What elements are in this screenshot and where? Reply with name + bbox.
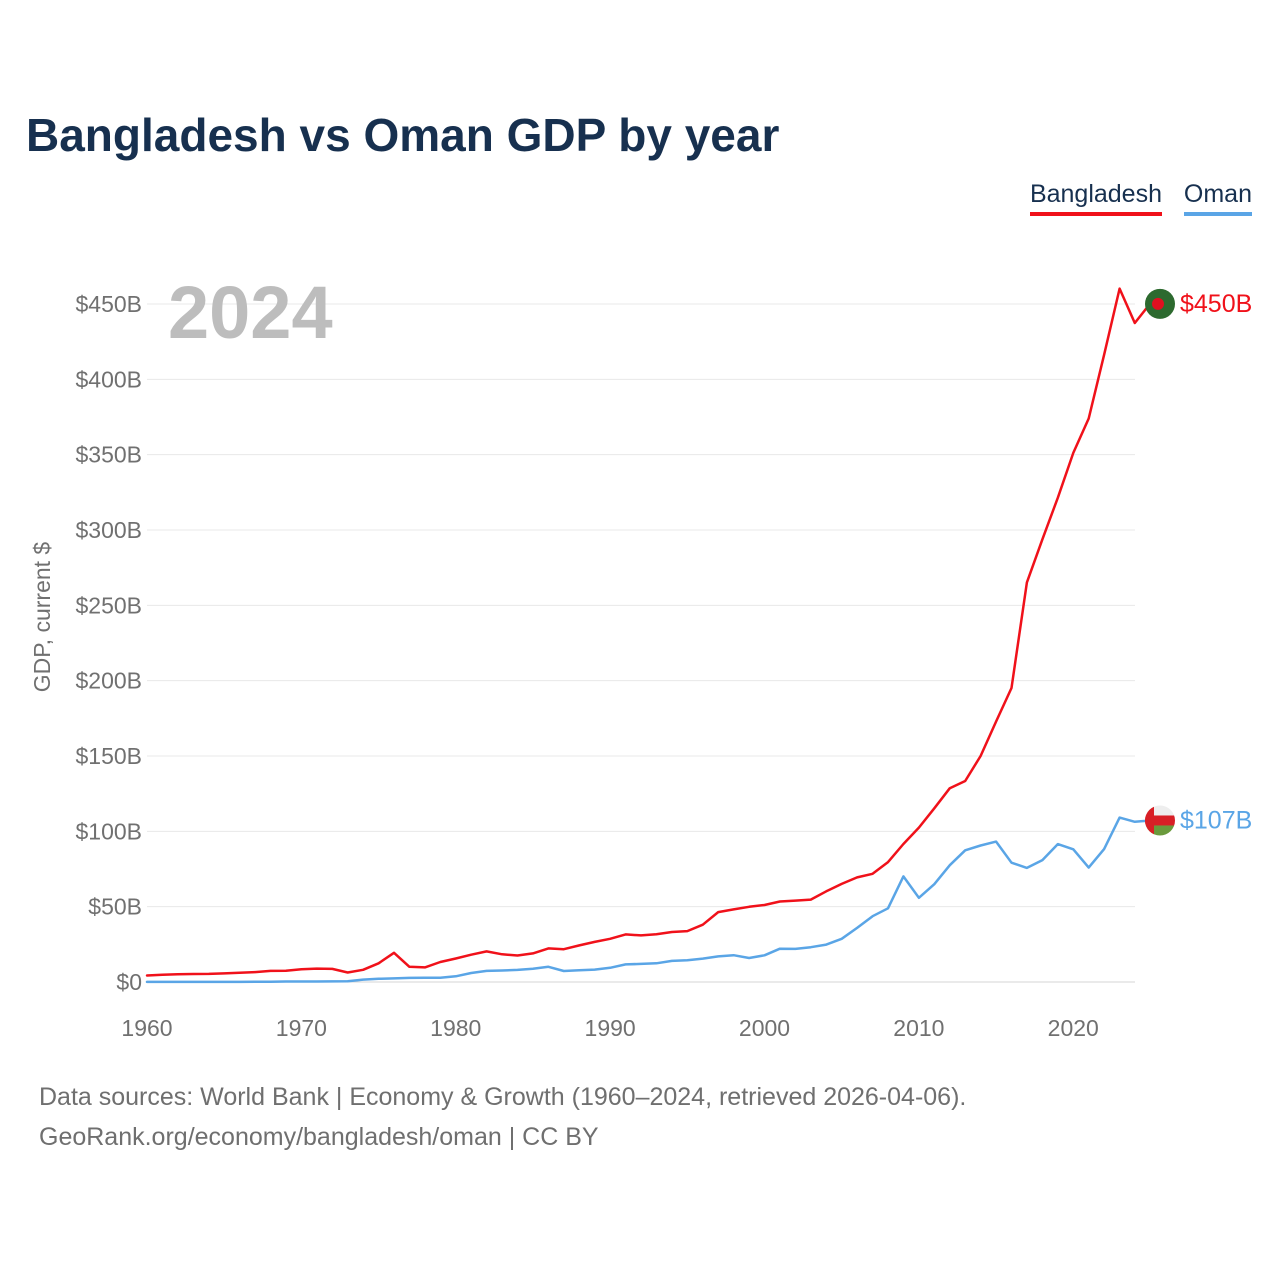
y-tick-label: $200B <box>75 668 142 694</box>
y-tick-label: $100B <box>75 818 142 844</box>
y-tick-label: $300B <box>75 517 142 543</box>
footer-sources: Data sources: World Bank | Economy & Gro… <box>39 1083 967 1111</box>
legend-item-bangladesh[interactable]: Bangladesh <box>1029 180 1162 216</box>
oman-flag-icon <box>1145 805 1175 836</box>
x-tick-label: 2010 <box>893 1015 944 1041</box>
y-tick-label: $0 <box>116 969 142 995</box>
chart-title: Bangladesh vs Oman GDP by year <box>26 109 780 161</box>
legend-item-oman[interactable]: Oman <box>1183 180 1252 216</box>
series-line-bangladesh <box>145 287 1152 977</box>
gridlines <box>147 303 1135 983</box>
flag-band-red <box>1145 815 1175 826</box>
series-line-oman <box>145 816 1152 984</box>
end-value-label-oman: $107B <box>1180 806 1252 834</box>
y-tick-label: $350B <box>75 442 142 468</box>
footer-link[interactable]: GeoRank.org/economy/bangladesh/oman | CC… <box>39 1123 599 1151</box>
year-watermark: 2024 <box>168 271 333 354</box>
axis-ticks: $0 $50B $100B $150B $200B $250B $300B $350B $400… <box>75 291 1098 1041</box>
flag-band-white <box>1145 805 1175 816</box>
y-axis-title: GDP, current $ <box>29 542 55 693</box>
y-tick-label: $400B <box>75 366 142 392</box>
x-tick-label: 2000 <box>739 1015 790 1041</box>
y-tick-label: $450B <box>75 291 142 317</box>
x-tick-label: 2020 <box>1048 1015 1099 1041</box>
y-tick-label: $250B <box>75 592 142 618</box>
y-tick-label: $150B <box>75 743 142 769</box>
flag-disc <box>1152 297 1164 310</box>
end-value-label-bangladesh: $450B <box>1180 290 1252 318</box>
series-lines <box>145 287 1152 984</box>
x-tick-label: 1960 <box>121 1015 172 1041</box>
x-tick-label: 1980 <box>430 1015 481 1041</box>
flag-hoist-red <box>1145 805 1154 836</box>
bangladesh-flag-icon <box>1145 288 1175 319</box>
x-tick-label: 1990 <box>585 1015 636 1041</box>
flag-band-green <box>1145 825 1175 836</box>
y-tick-label: $50B <box>88 894 142 920</box>
x-tick-label: 1970 <box>276 1015 327 1041</box>
